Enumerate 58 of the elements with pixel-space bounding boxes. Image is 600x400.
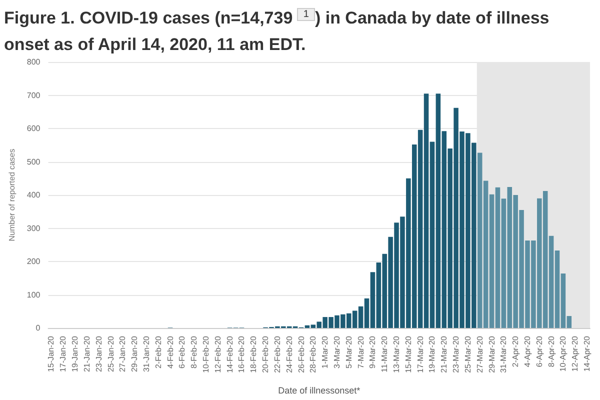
y-tick-label: 0 <box>36 324 41 332</box>
y-tick-label: 600 <box>26 124 41 133</box>
y-tick-label: 700 <box>26 90 41 100</box>
x-tick-label: 24-Feb-20 <box>284 335 294 373</box>
x-tick-label: 19-Jan-20 <box>70 335 80 372</box>
y-axis-title: Number of reported cases <box>8 148 16 242</box>
x-tick-label: 27-Mar-20 <box>475 335 484 373</box>
x-tick-label: 4-Feb-20 <box>166 335 175 368</box>
x-tick-label: 6-Feb-20 <box>178 335 187 368</box>
x-tick-label: 14-Apr-20 <box>582 335 592 372</box>
x-tick-label: 17-Jan-20 <box>58 335 68 372</box>
x-tick-label: 31-Jan-20 <box>142 335 151 372</box>
x-tick-label: 8-Feb-20 <box>190 335 199 368</box>
x-tick-label: 23-Jan-20 <box>94 335 104 372</box>
x-tick-label: 28-Feb-20 <box>308 335 318 373</box>
x-tick-label: 14-Feb-20 <box>225 335 234 373</box>
y-tick-label: 400 <box>26 190 41 200</box>
x-tick-label: 16-Feb-20 <box>237 335 246 373</box>
x-tick-label: 25-Mar-20 <box>463 335 472 373</box>
x-tick-label: 25-Jan-20 <box>106 335 116 372</box>
x-tick-label: 21-Mar-20 <box>440 335 449 373</box>
y-tick-label: 500 <box>26 157 41 166</box>
y-tick-label: 300 <box>26 224 41 233</box>
x-tick-label: 15-Mar-20 <box>404 335 413 373</box>
x-tick-label: 12-Feb-20 <box>213 335 222 373</box>
x-tick-label: 12-Apr-20 <box>570 335 580 372</box>
x-tick-label: 8-Apr-20 <box>546 335 556 368</box>
x-tick-label: 17-Mar-20 <box>416 335 425 373</box>
x-tick-label: 4-Apr-20 <box>522 335 532 368</box>
y-tick-label: 800 <box>26 58 41 66</box>
x-tick-label: 6-Apr-20 <box>534 335 544 368</box>
x-tick-label: 27-Jan-20 <box>118 335 128 372</box>
chart-title: Figure 1. COVID-19 cases (n=14,739 $^{1}$) in Canada by date of illness onset as of April 14, 2020, 11 am EDT. <box>4 8 550 56</box>
x-tick-label: 15-Jan-20 <box>46 335 56 372</box>
x-tick-label: 20-Feb-20 <box>261 335 270 373</box>
x-tick-label: 9-Mar-20 <box>368 335 378 368</box>
x-tick-label: 1-Mar-20 <box>320 335 330 368</box>
x-tick-label: 21-Jan-20 <box>82 335 92 372</box>
x-tick-label: 18-Feb-20 <box>249 335 258 373</box>
x-tick-label: 23-Mar-20 <box>452 335 461 373</box>
x-tick-label: 11-Mar-20 <box>380 335 390 372</box>
x-tick-label: 29-Jan-20 <box>130 335 140 372</box>
x-tick-label: 13-Mar-20 <box>392 335 402 373</box>
x-tick-label: 3-Mar-20 <box>332 335 342 368</box>
x-tick-label: 2-Feb-20 <box>154 335 163 368</box>
y-tick-label: 100 <box>26 290 41 300</box>
x-tick-label: 29-Mar-20 <box>487 335 496 373</box>
x-tick-label: 10-Feb-20 <box>202 335 211 373</box>
x-tick-label: 31-Mar-20 <box>499 335 508 373</box>
x-tick-label: 5-Mar-20 <box>344 335 354 368</box>
x-tick-label: 22-Feb-20 <box>272 335 282 373</box>
y-tick-label: 200 <box>26 257 41 266</box>
x-axis-title: Date of illnessonset* <box>278 386 361 396</box>
x-tick-label: 19-Mar-20 <box>428 335 437 373</box>
x-tick-label: 7-Mar-20 <box>356 335 366 368</box>
x-tick-label: 26-Feb-20 <box>296 335 306 373</box>
x-tick-label: 2-Apr-20 <box>511 335 520 368</box>
x-tick-label: 10-Apr-20 <box>558 335 568 372</box>
